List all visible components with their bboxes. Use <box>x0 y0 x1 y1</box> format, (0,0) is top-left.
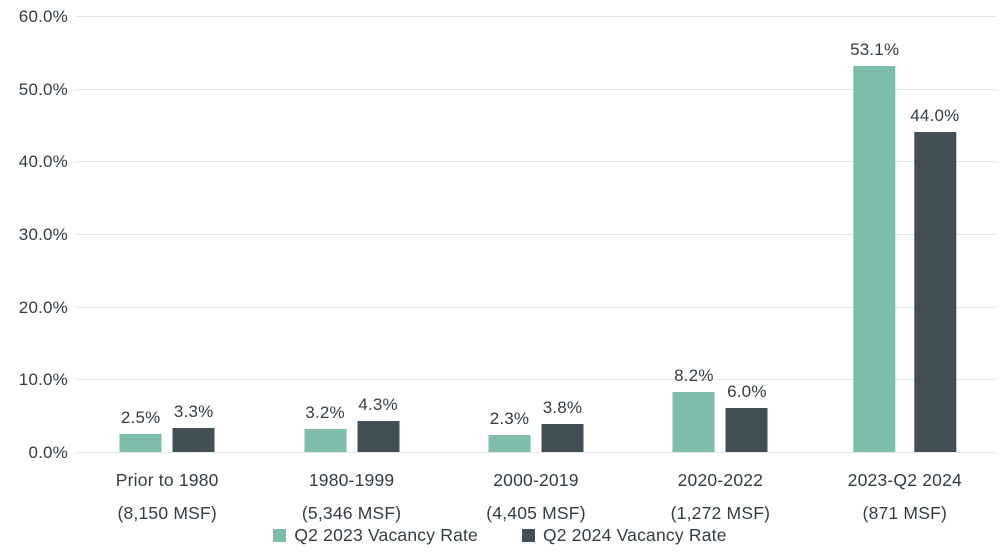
bar-with-label: 8.2% <box>672 366 715 452</box>
bar-group: 2.3% 3.8% 2000-2019 (4,405 MSF) <box>444 0 628 557</box>
bar-value-label: 8.2% <box>674 366 714 385</box>
bar-value-label: 6.0% <box>727 382 767 401</box>
bar-group: 2.5% 3.3% Prior to 1980 (8,150 MSF) <box>75 0 259 557</box>
bar-q2-2024 <box>172 428 215 452</box>
y-axis-tick-label: 60.0% <box>18 7 68 26</box>
bar-value-label: 4.3% <box>358 395 398 414</box>
legend-item-q2-2024: Q2 2024 Vacancy Rate <box>522 525 727 546</box>
chart-legend: Q2 2023 Vacancy Rate Q2 2024 Vacancy Rate <box>0 525 1000 546</box>
category-label: Prior to 1980 (8,150 MSF) <box>75 464 259 530</box>
category-label-line2: (1,272 MSF) <box>670 503 771 523</box>
category-label-line1: 2023-Q2 2024 <box>847 470 962 490</box>
category-label-line2: (871 MSF) <box>862 503 948 523</box>
legend-swatch-icon <box>522 529 535 542</box>
legend-label: Q2 2023 Vacancy Rate <box>294 525 478 545</box>
bar-q2-2023 <box>304 429 347 452</box>
bar-q2-2024 <box>913 132 956 452</box>
category-label-line1: Prior to 1980 <box>115 470 219 490</box>
y-axis-tick-label: 20.0% <box>18 297 68 317</box>
gridline <box>75 16 997 17</box>
bar-q2-2024 <box>357 421 400 452</box>
bar-group: 3.2% 4.3% 1980-1999 (5,346 MSF) <box>259 0 443 557</box>
bar-q2-2024 <box>541 424 584 452</box>
bar-value-label: 2.5% <box>120 408 161 427</box>
bar-q2-2024 <box>725 408 768 452</box>
y-axis-tick-label: 40.0% <box>18 152 68 172</box>
bar-with-label: 53.1% <box>850 40 899 452</box>
y-axis-tick-label: 10.0% <box>18 370 68 390</box>
gridline <box>75 306 997 308</box>
y-axis-tick-label: 50.0% <box>18 79 68 99</box>
gridline <box>75 379 997 381</box>
bar-with-label: 6.0% <box>725 382 768 452</box>
y-axis-tick-label: 30.0% <box>18 225 68 244</box>
bar-with-label: 2.5% <box>119 408 162 452</box>
bar-value-label: 3.3% <box>173 402 214 421</box>
legend-swatch-icon <box>273 529 287 542</box>
bar-group: 8.2% 6.0% 2020-2022 (1,272 MSF) <box>628 0 812 557</box>
legend-label: Q2 2024 Vacancy Rate <box>543 525 727 545</box>
bars-pair: 53.1% 44.0% <box>850 40 959 452</box>
category-label: 1980-1999 (5,346 MSF) <box>259 464 443 530</box>
category-label: 2023-Q2 2024 (871 MSF) <box>813 464 997 530</box>
bar-with-label: 44.0% <box>910 106 959 452</box>
gridline <box>75 452 997 453</box>
category-label: 2020-2022 (1,272 MSF) <box>628 464 812 530</box>
bar-group: 53.1% 44.0% 2023-Q2 2024 (871 MSF) <box>813 0 997 557</box>
bar-value-label: 53.1% <box>850 40 900 59</box>
bar-q2-2023 <box>488 435 531 452</box>
bar-value-label: 3.2% <box>305 403 345 422</box>
bar-value-label: 44.0% <box>910 106 960 125</box>
bar-with-label: 2.3% <box>488 409 531 452</box>
bar-with-label: 3.2% <box>304 403 347 452</box>
bar-with-label: 3.3% <box>172 402 215 452</box>
bar-with-label: 4.3% <box>357 395 400 452</box>
category-label-line1: 1980-1999 <box>308 470 395 490</box>
bar-q2-2023 <box>853 66 896 452</box>
bar-q2-2023 <box>672 392 715 452</box>
bars-pair: 2.5% 3.3% <box>119 402 215 452</box>
bars-pair: 2.3% 3.8% <box>488 398 584 452</box>
gridline <box>75 234 997 235</box>
gridline <box>75 88 997 90</box>
category-label-line1: 2020-2022 <box>677 470 764 490</box>
category-label-line2: (5,346 MSF) <box>301 503 402 523</box>
category-label-line1: 2000-2019 <box>493 470 579 490</box>
gridline <box>75 161 997 163</box>
bar-value-label: 2.3% <box>489 409 530 428</box>
bars-pair: 3.2% 4.3% <box>304 395 400 452</box>
bar-with-label: 3.8% <box>541 398 584 452</box>
bar-value-label: 3.8% <box>542 398 583 417</box>
bar-q2-2023 <box>119 434 162 452</box>
y-axis-tick-label: 0.0% <box>28 443 68 462</box>
category-label: 2000-2019 (4,405 MSF) <box>444 464 628 530</box>
category-label-line2: (4,405 MSF) <box>486 503 586 523</box>
bars-pair: 8.2% 6.0% <box>672 366 768 452</box>
category-label-line2: (8,150 MSF) <box>117 503 217 523</box>
legend-item-q2-2023: Q2 2023 Vacancy Rate <box>273 525 478 546</box>
